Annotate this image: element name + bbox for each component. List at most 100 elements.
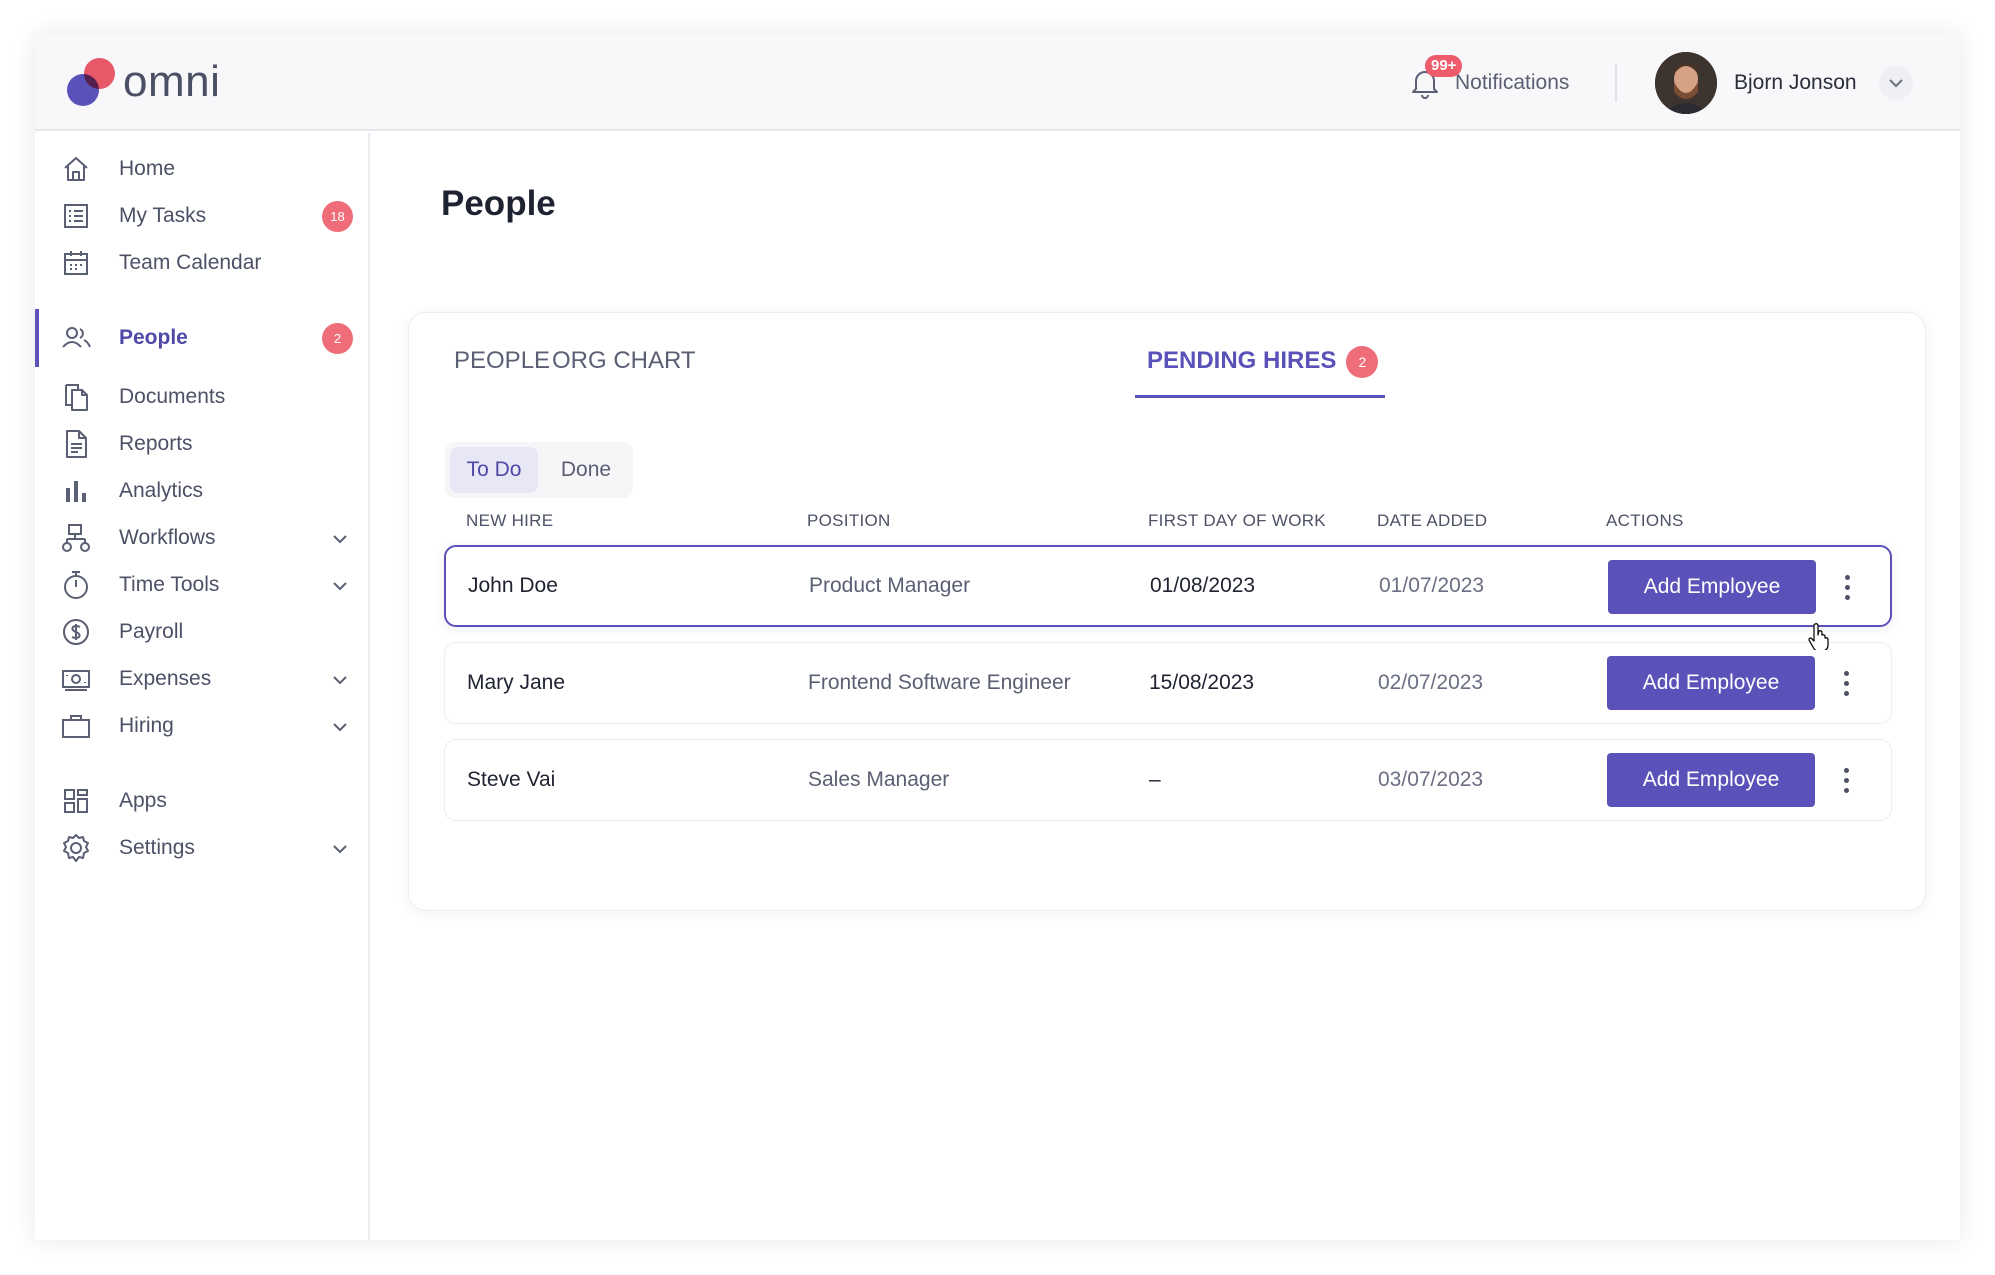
people-count-badge: 2: [322, 323, 353, 354]
tab-org-chart[interactable]: ORG CHART: [552, 347, 696, 374]
more-options-icon[interactable]: [1832, 567, 1862, 607]
sidebar-item-label: Hiring: [119, 714, 174, 737]
sidebar-item-label: Documents: [119, 385, 226, 408]
chevron-down-icon[interactable]: [330, 670, 350, 690]
new-hire-name: Steve Vai: [467, 768, 556, 791]
tab-pending-hires[interactable]: PENDING HIRES 2: [1147, 341, 1379, 381]
sidebar-item-label: Analytics: [119, 479, 204, 502]
sidebar-item-label: Team Calendar: [119, 251, 262, 274]
chevron-down-icon[interactable]: [330, 576, 350, 596]
sidebar-item-apps[interactable]: Apps: [35, 776, 368, 826]
sidebar-item-label: Time Tools: [119, 573, 220, 596]
avatar: [1655, 52, 1717, 114]
header-divider: [1615, 64, 1617, 102]
more-options-icon[interactable]: [1831, 760, 1861, 800]
first-day: 15/08/2023: [1149, 671, 1255, 694]
column-header: ACTIONS: [1606, 511, 1684, 530]
reports-icon: [59, 428, 93, 460]
tasks-count-badge: 18: [322, 201, 353, 232]
tab-bar: PEOPLE ORG CHART PENDING HIRES 2: [409, 313, 1925, 409]
position: Frontend Software Engineer: [808, 671, 1071, 694]
top-header: omni 99+ Notifications: [35, 34, 1960, 131]
notifications-button[interactable]: 99+ Notifications: [1407, 55, 1569, 110]
date-added: 03/07/2023: [1378, 768, 1484, 791]
column-header: NEW HIRE: [466, 511, 554, 530]
table-row[interactable]: Mary Jane Frontend Software Engineer 15/…: [444, 642, 1892, 724]
filter-todo-button[interactable]: To Do: [450, 447, 538, 493]
workflows-icon: [59, 522, 93, 554]
new-hire-name: Mary Jane: [467, 671, 566, 694]
sidebar-item-settings[interactable]: Settings: [35, 823, 368, 873]
date-added: 01/07/2023: [1379, 574, 1485, 597]
first-day: 01/08/2023: [1150, 574, 1256, 597]
sidebar-item-home[interactable]: Home: [35, 144, 368, 194]
add-employee-button[interactable]: Add Employee: [1607, 656, 1815, 710]
active-tab-underline: [1135, 395, 1385, 398]
app-window: omni 99+ Notifications: [35, 34, 1960, 1240]
pending-hires-card: PEOPLE ORG CHART PENDING HIRES 2 To Do Do…: [408, 312, 1926, 911]
page-title: People: [441, 184, 556, 223]
new-hire-name: John Doe: [468, 574, 558, 597]
chevron-down-icon[interactable]: [330, 839, 350, 859]
hand-cursor-icon: [1808, 622, 1830, 652]
tab-people[interactable]: PEOPLE: [454, 347, 551, 374]
filter-done-button[interactable]: Done: [560, 458, 612, 481]
sidebar-item-label: People: [119, 326, 188, 349]
position: Product Manager: [809, 574, 971, 597]
home-icon: [59, 153, 93, 185]
more-options-icon[interactable]: [1831, 663, 1861, 703]
first-day: –: [1149, 768, 1161, 791]
user-menu[interactable]: Bjorn Jonson: [1655, 51, 1913, 115]
sidebar: Home My Tasks 18 Team Calendar People 2: [35, 133, 370, 1240]
add-employee-button[interactable]: Add Employee: [1608, 560, 1816, 614]
dollar-icon: [59, 616, 93, 648]
active-indicator: [35, 309, 39, 367]
sidebar-item-label: Apps: [119, 789, 167, 812]
sidebar-item-label: Reports: [119, 432, 193, 455]
sidebar-item-time-tools[interactable]: Time Tools: [35, 560, 368, 610]
notifications-badge: 99+: [1425, 55, 1463, 77]
chevron-down-icon[interactable]: [1878, 66, 1913, 100]
sidebar-item-expenses[interactable]: Expenses: [35, 654, 368, 704]
table-row[interactable]: Steve Vai Sales Manager – 03/07/2023 Add…: [444, 739, 1892, 821]
timer-icon: [59, 569, 93, 601]
date-added: 02/07/2023: [1378, 671, 1484, 694]
sidebar-item-payroll[interactable]: Payroll: [35, 607, 368, 657]
gear-icon: [59, 832, 93, 864]
chevron-down-icon[interactable]: [330, 529, 350, 549]
status-filter: To Do Done: [445, 442, 633, 498]
tab-label: PENDING HIRES: [1147, 347, 1337, 374]
sidebar-item-label: Payroll: [119, 620, 184, 643]
sidebar-item-workflows[interactable]: Workflows: [35, 513, 368, 563]
bell-icon: 99+: [1407, 55, 1463, 101]
people-icon: [59, 322, 93, 354]
cash-icon: [59, 663, 93, 695]
sidebar-item-my-tasks[interactable]: My Tasks 18: [35, 191, 368, 241]
sidebar-item-documents[interactable]: Documents: [35, 372, 368, 422]
sidebar-item-hiring[interactable]: Hiring: [35, 701, 368, 751]
briefcase-icon: [59, 710, 93, 742]
omni-logo[interactable]: omni: [67, 56, 220, 108]
sidebar-item-reports[interactable]: Reports: [35, 419, 368, 469]
documents-icon: [59, 381, 93, 413]
sidebar-item-label: Workflows: [119, 526, 216, 549]
column-header: POSITION: [807, 511, 891, 530]
table-row[interactable]: John Doe Product Manager 01/08/2023 01/0…: [444, 545, 1892, 627]
sidebar-item-people[interactable]: People 2: [35, 309, 368, 367]
sidebar-item-label: Settings: [119, 836, 195, 859]
add-employee-button[interactable]: Add Employee: [1607, 753, 1815, 807]
analytics-icon: [59, 475, 93, 507]
apps-grid-icon: [59, 785, 93, 817]
tasks-icon: [59, 200, 93, 232]
pending-hires-badge: 2: [1346, 345, 1379, 378]
sidebar-item-team-calendar[interactable]: Team Calendar: [35, 238, 368, 288]
user-name: Bjorn Jonson: [1734, 71, 1857, 94]
brand-name: omni: [123, 57, 221, 106]
calendar-icon: [59, 247, 93, 279]
chevron-down-icon[interactable]: [330, 717, 350, 737]
sidebar-item-analytics[interactable]: Analytics: [35, 466, 368, 516]
sidebar-item-label: My Tasks: [119, 204, 207, 227]
logo-mark-icon: [67, 56, 121, 108]
column-header: DATE ADDED: [1377, 511, 1488, 530]
position: Sales Manager: [808, 768, 950, 791]
